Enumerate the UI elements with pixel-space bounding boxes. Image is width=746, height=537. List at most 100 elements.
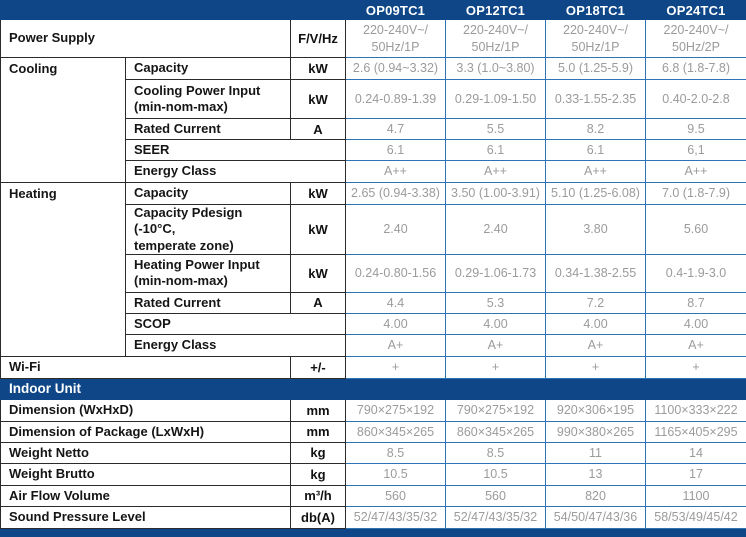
value-cell: 0.34-1.38-2.55 <box>545 253 646 293</box>
indoor-unit-section-row: Indoor Unit <box>0 377 746 400</box>
model-header-row: OP09TC1 OP12TC1 OP18TC1 OP24TC1 <box>0 0 746 20</box>
row-label: Energy Class <box>125 160 346 183</box>
row-weight-netto: Weight Netto kg 8.5 8.5 11 14 <box>0 441 746 464</box>
value-cell: 9.5 <box>645 118 746 140</box>
unit-cell: A <box>290 118 346 140</box>
row-air-flow: Air Flow Volume m³/h 560 560 820 1100 <box>0 484 746 507</box>
unit-cell: kW <box>290 253 346 293</box>
row-cooling-energy-class: Energy Class A++ A++ A++ A++ <box>1 160 746 183</box>
value-cell: + <box>345 355 446 379</box>
row-label: Dimension (WxHxD) <box>0 398 291 422</box>
value-cell: 14 <box>645 441 746 464</box>
unit-cell: kg <box>290 441 346 464</box>
value-cell: 8.5 <box>445 441 546 464</box>
unit-cell: A <box>290 291 346 314</box>
header-spacer <box>0 0 346 20</box>
value-cell: 11 <box>545 441 646 464</box>
value-cell: 860×345×265 <box>345 420 446 443</box>
unit-cell: db(A) <box>290 505 346 529</box>
indoor-unit-section-header: Indoor Unit <box>0 377 746 400</box>
value-cell: A++ <box>345 160 446 183</box>
row-weight-brutto: Weight Brutto kg 10.5 10.5 13 17 <box>0 462 746 486</box>
row-cooling-capacity: Cooling Capacity kW 2.6 (0.94~3.32) 3.3 … <box>0 57 746 183</box>
row-dimension-package: Dimension of Package (LxWxH) mm 860×345×… <box>0 420 746 443</box>
value-cell: A++ <box>645 160 746 183</box>
value-cell: 6,1 <box>645 139 746 161</box>
row-power-supply: Power Supply F/V/Hz 220-240V~/ 50Hz/1P 2… <box>0 19 746 58</box>
value-cell: 790×275×192 <box>345 398 446 422</box>
unit-cell: kW <box>290 79 346 119</box>
row-label: Energy Class <box>125 333 346 357</box>
row-wifi: Wi-Fi +/- + + + + <box>0 355 746 379</box>
row-heating-pdesign: Capacity Pdesign (-10°C, temperate zone)… <box>1 204 746 255</box>
value-cell: 5.0 (1.25-5.9) <box>545 57 646 80</box>
row-label: Weight Brutto <box>0 462 291 486</box>
category-label-cooling: Cooling <box>0 57 126 183</box>
value-cell: 6.1 <box>545 139 646 161</box>
value-cell: 52/47/43/35/32 <box>445 505 546 529</box>
value-cell: 7.2 <box>545 291 646 314</box>
value-cell: 790×275×192 <box>445 398 546 422</box>
value-cell: 220-240V~/ 50Hz/1P <box>345 19 446 58</box>
unit-cell: F/V/Hz <box>290 19 346 58</box>
model-header: OP24TC1 <box>645 0 746 20</box>
unit-cell: kW <box>290 57 346 80</box>
row-label: Capacity <box>125 182 291 205</box>
model-header: OP12TC1 <box>445 0 546 20</box>
row-label: Rated Current <box>125 291 291 314</box>
row-dimension: Dimension (WxHxD) mm 790×275×192 790×275… <box>0 398 746 422</box>
row-cooling-rated-current: Rated Current A 4.7 5.5 8.2 9.5 <box>1 118 746 140</box>
value-cell: 8.5 <box>345 441 446 464</box>
footer-band <box>0 527 746 537</box>
value-cell: 560 <box>445 484 546 507</box>
value-cell: 6.8 (1.8-7.8) <box>645 57 746 80</box>
row-label: Heating Power Input (min-nom-max) <box>125 253 291 293</box>
value-cell: 10.5 <box>445 462 546 486</box>
unit-cell: kg <box>290 462 346 486</box>
value-cell: 58/53/49/45/42 <box>645 505 746 529</box>
value-cell: 1100 <box>645 484 746 507</box>
row-label: Weight Netto <box>0 441 291 464</box>
value-cell: 220-240V~/ 50Hz/1P <box>445 19 546 58</box>
value-cell: A++ <box>545 160 646 183</box>
row-label: Air Flow Volume <box>0 484 291 507</box>
value-cell: 3.3 (1.0~3.80) <box>445 57 546 80</box>
value-cell: 7.0 (1.8-7.9) <box>645 182 746 205</box>
footer-band-row <box>0 527 746 537</box>
value-cell: + <box>545 355 646 379</box>
value-cell: 820 <box>545 484 646 507</box>
value-cell: A+ <box>345 333 446 357</box>
value-cell: 0.24-0.89-1.39 <box>345 79 446 119</box>
value-cell: 6.1 <box>445 139 546 161</box>
value-cell: 4.00 <box>445 312 546 335</box>
row-label: Capacity Pdesign (-10°C, temperate zone) <box>125 204 291 255</box>
model-header: OP18TC1 <box>545 0 646 20</box>
value-cell: 52/47/43/35/32 <box>345 505 446 529</box>
value-cell: 8.7 <box>645 291 746 314</box>
value-cell: 2.40 <box>445 204 546 255</box>
value-cell: 54/50/47/43/36 <box>545 505 646 529</box>
value-cell: 0.29-1.06-1.73 <box>445 253 546 293</box>
value-cell: 220-240V~/ 50Hz/2P <box>645 19 746 58</box>
value-cell: 990×380×265 <box>545 420 646 443</box>
value-cell: A+ <box>545 333 646 357</box>
value-cell: 1165×405×295 <box>645 420 746 443</box>
value-cell: 5.10 (1.25-6.08) <box>545 182 646 205</box>
value-cell: 13 <box>545 462 646 486</box>
category-label-heating: Heating <box>0 182 126 357</box>
value-cell: 0.4-1.9-3.0 <box>645 253 746 293</box>
row-heating-rated-current: Rated Current A 4.4 5.3 7.2 8.7 <box>1 291 746 314</box>
value-cell: 17 <box>645 462 746 486</box>
row-label: Wi-Fi <box>0 355 291 379</box>
value-cell: 3.50 (1.00-3.91) <box>445 182 546 205</box>
value-cell: 5.60 <box>645 204 746 255</box>
value-cell: 0.29-1.09-1.50 <box>445 79 546 119</box>
row-label: Sound Pressure Level <box>0 505 291 529</box>
row-label: Rated Current <box>125 118 291 140</box>
value-cell: + <box>645 355 746 379</box>
unit-cell: +/- <box>290 355 346 379</box>
value-cell: 10.5 <box>345 462 446 486</box>
value-cell: 4.00 <box>645 312 746 335</box>
